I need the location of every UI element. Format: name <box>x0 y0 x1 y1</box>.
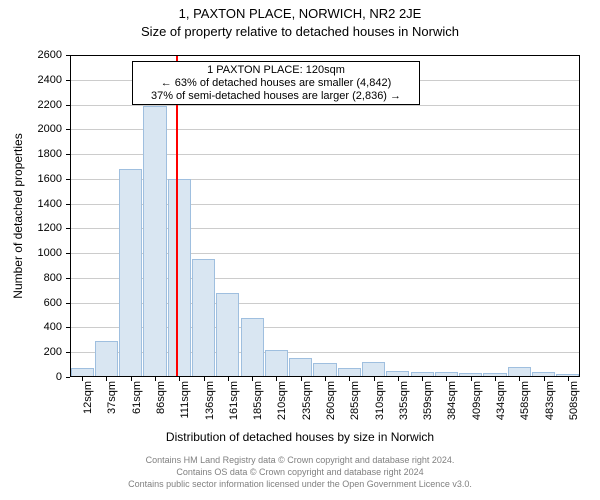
y-tick-label: 0 <box>56 371 68 383</box>
y-tick-label: 2600 <box>38 49 68 61</box>
y-tick-label: 600 <box>44 297 68 309</box>
y-tick-label: 1800 <box>38 148 68 160</box>
x-tick-label: 434sqm <box>495 381 507 420</box>
x-tick-label: 61sqm <box>131 381 143 414</box>
y-tick-label: 200 <box>44 346 68 358</box>
x-tick-label: 185sqm <box>252 381 264 420</box>
x-tick-label: 86sqm <box>155 381 167 414</box>
x-tick-label: 260sqm <box>325 381 337 420</box>
y-tick-label: 2000 <box>38 123 68 135</box>
annotation-box: 1 PAXTON PLACE: 120sqm← 63% of detached … <box>132 61 420 105</box>
y-tick-label: 1400 <box>38 198 68 210</box>
x-tick-label: 508sqm <box>568 381 580 420</box>
y-tick-label: 1000 <box>38 247 68 259</box>
x-tick-label: 37sqm <box>106 381 118 414</box>
y-tick-label: 2400 <box>38 74 68 86</box>
y-tick-label: 400 <box>44 321 68 333</box>
x-tick-label: 409sqm <box>471 381 483 420</box>
chart-title-line1: 1, PAXTON PLACE, NORWICH, NR2 2JE <box>0 6 600 21</box>
x-tick-label: 384sqm <box>446 381 458 420</box>
annotation-line: 37% of semi-detached houses are larger (… <box>137 90 415 103</box>
x-tick-label: 136sqm <box>204 381 216 420</box>
y-tick-label: 800 <box>44 272 68 284</box>
footer-line3: Contains public sector information licen… <box>0 479 600 489</box>
y-tick-label: 1600 <box>38 173 68 185</box>
footer-line2: Contains OS data © Crown copyright and d… <box>0 467 600 477</box>
footer-line1: Contains HM Land Registry data © Crown c… <box>0 455 600 465</box>
y-tick-label: 2200 <box>38 99 68 111</box>
x-tick-label: 161sqm <box>228 381 240 420</box>
x-tick-label: 359sqm <box>422 381 434 420</box>
x-tick-label: 458sqm <box>519 381 531 420</box>
x-tick-label: 210sqm <box>276 381 288 420</box>
x-tick-label: 12sqm <box>82 381 94 414</box>
x-tick-label: 310sqm <box>374 381 386 420</box>
y-axis-label: Number of detached properties <box>11 133 25 298</box>
x-tick-label: 335sqm <box>398 381 410 420</box>
x-tick-label: 235sqm <box>301 381 313 420</box>
y-tick-label: 1200 <box>38 222 68 234</box>
chart-container: 1, PAXTON PLACE, NORWICH, NR2 2JE Size o… <box>0 0 600 500</box>
annotation-line: ← 63% of detached houses are smaller (4,… <box>137 77 415 90</box>
x-tick-label: 483sqm <box>544 381 556 420</box>
x-tick-label: 111sqm <box>179 381 191 419</box>
x-tick-label: 285sqm <box>349 381 361 420</box>
chart-title-line2: Size of property relative to detached ho… <box>0 24 600 39</box>
x-axis-label: Distribution of detached houses by size … <box>0 430 600 444</box>
annotation-line: 1 PAXTON PLACE: 120sqm <box>137 64 415 77</box>
